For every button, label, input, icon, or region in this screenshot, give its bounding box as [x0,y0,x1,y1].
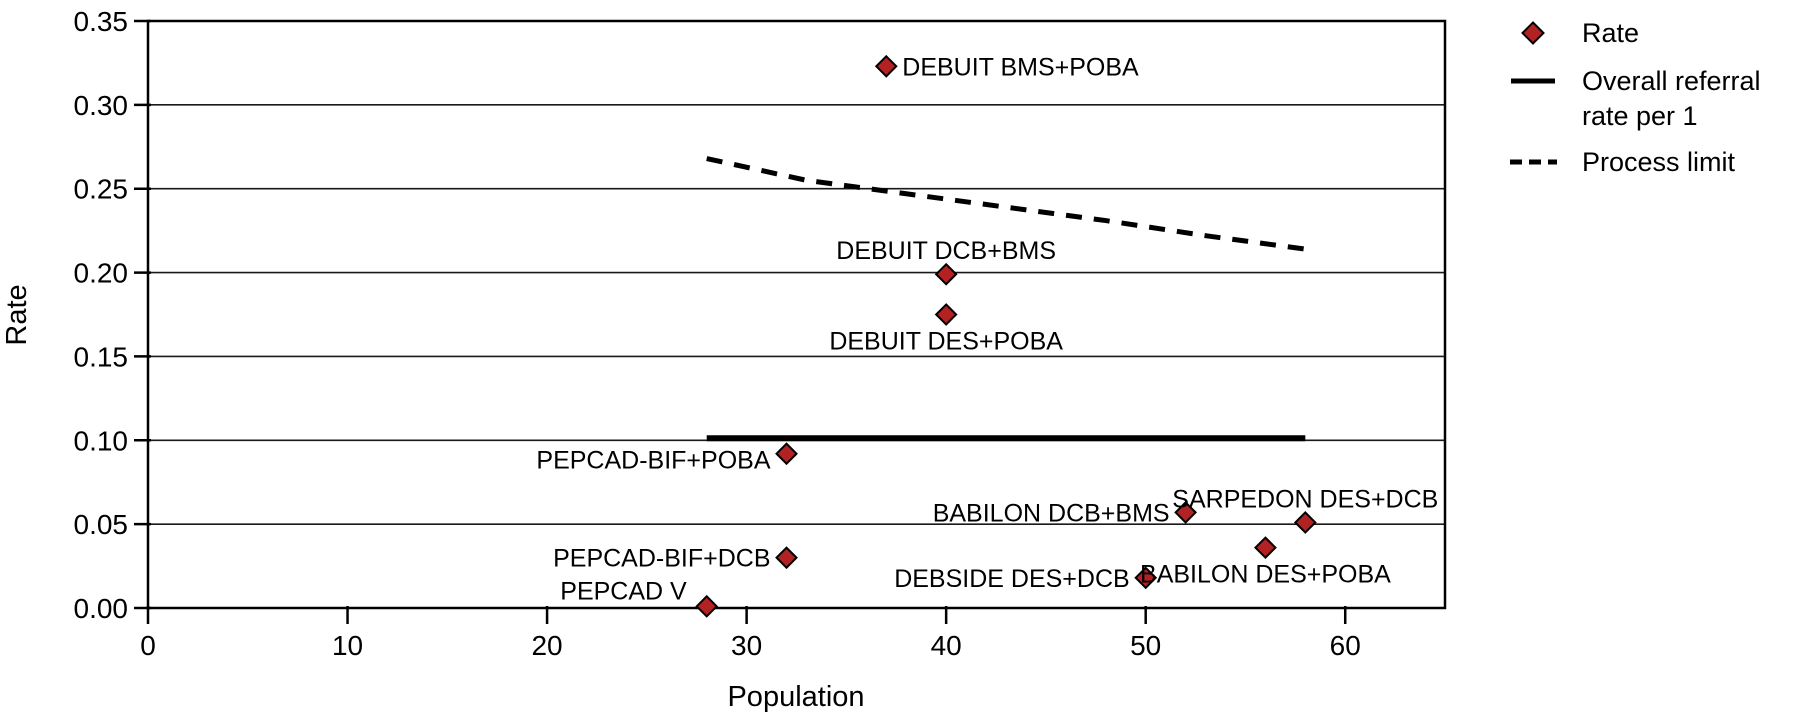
plot-frame [146,19,1447,610]
x-tick-label: 40 [931,630,962,661]
data-point-label: DEBUIT DES+POBA [829,328,1063,356]
x-axis: 0 10 20 30 40 50 60 [140,606,1361,661]
data-point-label: PEPCAD V [560,577,687,605]
data-point-diamond [695,594,719,618]
process-limit-line [706,156,1306,252]
series-lines [706,156,1306,442]
x-tick-label: 60 [1330,630,1361,661]
x-tick-label: 10 [332,630,363,661]
data-point-diamond [775,442,798,466]
series-points [695,54,1317,618]
data-point-label: SARPEDON DES+DCB [1172,485,1438,513]
y-tick-label: 0.35 [74,6,129,37]
y-tick-label: 0.05 [74,509,129,540]
x-tick-label: 30 [731,630,762,661]
y-tick-label: 0.30 [74,90,129,121]
data-point-labels: DEBUIT BMS+POBA DEBUIT DCB+BMS DEBUIT DES+… [536,53,1438,605]
y-tick-label: 0.10 [74,425,129,456]
legend-label: Overall referral [1582,66,1761,96]
y-axis: 0.00 0.05 0.10 0.15 0.20 0.25 0.30 0.35 [74,6,151,624]
data-point-diamond [1293,511,1317,534]
data-point-diamond [874,54,898,78]
data-point-diamond [934,303,958,326]
legend-label: Process limit [1582,147,1736,177]
data-point-diamond [1174,500,1198,524]
legend-marker-diamond [1521,21,1545,45]
gridlines [148,20,1445,609]
x-axis-title: Population [727,681,864,713]
data-point-label: PEPCAD-BIF+DCB [553,545,770,573]
data-point-diamond [775,546,798,570]
x-tick-label: 50 [1130,630,1161,661]
plot-border [146,19,1447,610]
data-point-diamond [934,262,958,286]
y-tick-label: 0.20 [74,258,129,289]
data-point-label: BABILON DES+POBA [1140,561,1391,589]
y-axis-title: Rate [1,284,33,345]
data-point-label: DEBUIT DCB+BMS [836,237,1056,265]
y-tick-label: 0.15 [74,341,129,372]
y-tick-label: 0.00 [74,593,129,624]
legend-label: Rate [1582,18,1639,48]
data-point-diamond [1254,536,1277,560]
data-point-label: BABILON DCB+BMS [933,499,1170,527]
data-point-label: PEPCAD-BIF+POBA [536,447,770,475]
y-tick-label: 0.25 [74,174,129,205]
data-point-diamond [1134,566,1158,590]
data-point-label: DEBSIDE DES+DCB [894,565,1130,593]
x-tick-label: 0 [140,630,156,661]
data-point-label: DEBUIT BMS+POBA [902,53,1139,81]
legend: Rate Overall referral rate per 1 Process li… [1510,18,1761,177]
x-tick-label: 20 [531,630,562,661]
legend-label: rate per 1 [1582,101,1698,131]
